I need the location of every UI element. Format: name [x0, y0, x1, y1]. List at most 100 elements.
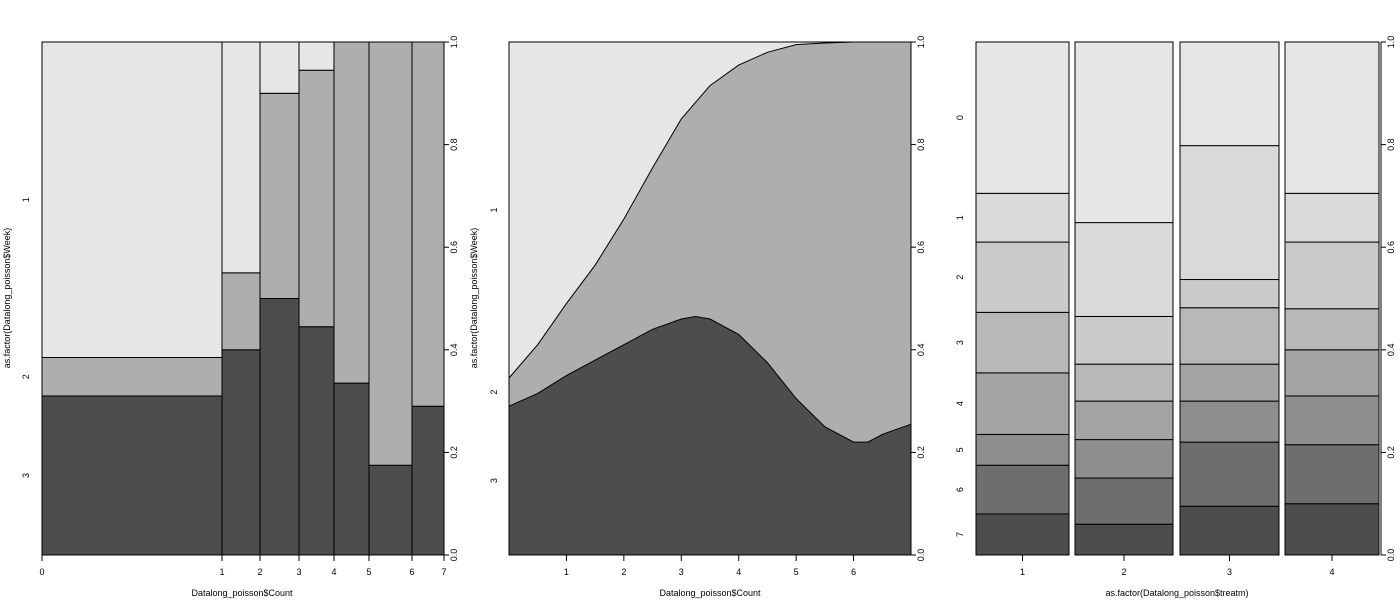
p3-bar-segment	[1179, 505, 1280, 556]
p3-bar-segment	[975, 433, 1070, 466]
p3-bar-segment	[1179, 279, 1280, 309]
cdplot-week-by-count: 1 2 3 4 5 6 3 2 1 0.0 0.2 0.4 0.6 0.8 1.0 Datalong_poi…	[469, 36, 926, 598]
p1-category-label: 3	[21, 473, 31, 478]
p3-right-tick-label: 0.2	[1386, 446, 1396, 459]
p1-y-axis-label: as.factor(Datalong_poisson$Week)	[2, 228, 12, 368]
p3-category-label: 1	[955, 215, 965, 220]
p3-bar-segment	[1074, 477, 1174, 525]
p1-bar-segment	[41, 41, 223, 358]
p1-bar-segment	[259, 92, 300, 299]
p3-bar-segment	[1284, 444, 1380, 505]
p1-bar-segment	[41, 395, 223, 556]
p3-category-label: 5	[955, 447, 965, 452]
p2-y-axis-label: as.factor(Datalong_poisson$Week)	[469, 228, 479, 368]
p3-bar-segment	[1179, 441, 1280, 507]
spineplot-week-by-count: 0 1 2 3 4 5 6 7 3 2 1 0.0 0.2 0.4 0.6 0.8 1.0 Datalong_p…	[2, 36, 459, 598]
p2-right-tick-label: 0.4	[916, 344, 926, 357]
p3-bar-segment	[1179, 400, 1280, 443]
p2-x-tick-label: 6	[851, 567, 856, 577]
p3-x-axis-label: as.factor(Datalong_poisson$treatm)	[1105, 588, 1248, 598]
p3-bar-segment	[975, 192, 1070, 243]
p3-bar-segment	[1074, 41, 1174, 224]
p1-x-tick-label: 6	[409, 567, 414, 577]
p1-axes: 0 1 2 3 4 5 6 7 3 2 1 0.0 0.2 0.4 0.6 0.8 1.0	[21, 36, 459, 577]
p3-bar-segment	[1179, 41, 1280, 147]
p1-x-axis-label: Datalong_poisson$Count	[191, 588, 293, 598]
p2-x-tick-label: 3	[679, 567, 684, 577]
p2-density-areas	[508, 41, 912, 555]
p1-bar-segment	[411, 405, 445, 556]
p3-bar-segment	[1284, 503, 1380, 556]
p3-bar-segment	[1074, 523, 1174, 556]
p2-right-tick-label: 1.0	[916, 36, 926, 49]
p3-bar-segment	[975, 241, 1070, 313]
p1-right-tick-label: 0.6	[449, 241, 459, 254]
spineplot-count-by-treatm: 1 2 3 4 7 6 5 4 3 2 1 0 0.0 0.2 0.4 0.6 0.8 1.0 as.factor…	[955, 36, 1396, 598]
p3-x-tick-label: 2	[1121, 567, 1126, 577]
p3-right-tick-label: 0.8	[1386, 138, 1396, 151]
p3-bar-segment	[1179, 145, 1280, 281]
p1-x-tick-label: 7	[441, 567, 446, 577]
p2-x-tick-label: 1	[564, 567, 569, 577]
p1-right-tick-label: 1.0	[449, 36, 459, 49]
p3-bar-segment	[1179, 307, 1280, 365]
p3-bar-segment	[975, 513, 1070, 556]
p2-category-label: 3	[489, 478, 499, 483]
p1-right-tick-label: 0.0	[449, 549, 459, 562]
p1-bar-segment	[333, 382, 370, 556]
p1-bar-segment	[333, 41, 370, 384]
p2-right-tick-label: 0.2	[916, 446, 926, 459]
p2-right-tick-label: 0.6	[916, 241, 926, 254]
p1-bar-segment	[259, 41, 300, 94]
p3-bar-segment	[1074, 222, 1174, 317]
p3-category-label: 4	[955, 401, 965, 406]
p3-x-tick-label: 3	[1227, 567, 1232, 577]
p2-right-tick-label: 0.8	[916, 138, 926, 151]
p3-right-tick-label: 0.6	[1386, 241, 1396, 254]
p1-bar-segment	[298, 69, 335, 328]
p1-x-tick-label: 1	[219, 567, 224, 577]
p3-category-label: 7	[955, 532, 965, 537]
p1-x-tick-label: 5	[366, 567, 371, 577]
p2-area-level-3	[509, 316, 911, 555]
p3-bar-segment	[975, 41, 1070, 194]
p1-bar-segment	[221, 272, 261, 351]
p2-axes: 1 2 3 4 5 6 3 2 1 0.0 0.2 0.4 0.6 0.8 1.0	[489, 36, 926, 577]
p2-x-axis-label: Datalong_poisson$Count	[659, 588, 761, 598]
p1-x-tick-label: 3	[296, 567, 301, 577]
p3-bar-segment	[1074, 363, 1174, 402]
p2-boundary-line-3	[508, 315, 912, 443]
p3-bar-segment	[1284, 395, 1380, 446]
p3-bar-segment	[1284, 349, 1380, 397]
p3-category-label: 6	[955, 487, 965, 492]
p1-bar-segment	[259, 298, 300, 556]
p3-right-tick-label: 0.0	[1386, 549, 1396, 562]
p3-category-label: 0	[955, 115, 965, 120]
p2-category-label: 1	[489, 207, 499, 212]
p1-category-label: 2	[21, 374, 31, 379]
p3-category-label: 3	[955, 340, 965, 345]
p3-bar-segment	[975, 311, 1070, 374]
p1-right-tick-label: 0.4	[449, 344, 459, 357]
p3-bar-segment	[975, 372, 1070, 435]
p3-bar-segment	[1179, 363, 1280, 402]
p3-right-tick-label: 0.4	[1386, 344, 1396, 357]
p3-bar-segment	[1074, 315, 1174, 365]
p1-bar-segment	[298, 41, 335, 71]
p3-bars	[975, 41, 1380, 556]
p3-bar-segment	[975, 464, 1070, 515]
p1-x-tick-label: 0	[39, 567, 44, 577]
p1-right-tick-label: 0.2	[449, 446, 459, 459]
p1-bars	[41, 41, 445, 556]
p1-bar-segment	[368, 464, 413, 556]
p3-category-label: 2	[955, 275, 965, 280]
p2-category-label: 2	[489, 390, 499, 395]
p1-bar-segment	[221, 349, 261, 556]
p3-axes: 1 2 3 4 7 6 5 4 3 2 1 0 0.0 0.2 0.4 0.6 0.8 1.0	[955, 36, 1396, 577]
p1-right-tick-label: 0.8	[449, 138, 459, 151]
p3-bar-segment	[1284, 192, 1380, 243]
p3-x-tick-label: 4	[1329, 567, 1334, 577]
p3-bar-segment	[1074, 400, 1174, 441]
p2-right-tick-label: 0.0	[916, 549, 926, 562]
